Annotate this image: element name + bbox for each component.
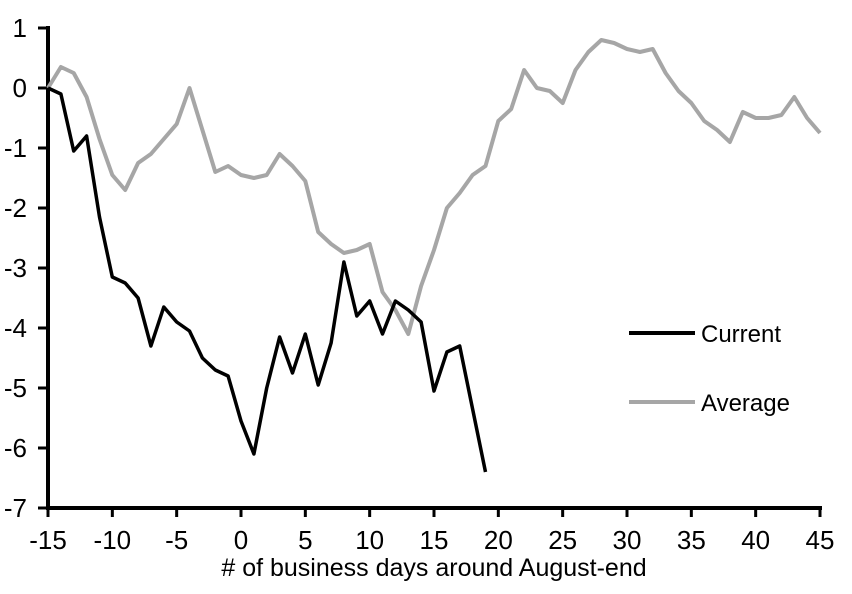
x-tick-label: 0	[234, 525, 248, 555]
y-tick-label: 1	[13, 13, 27, 43]
x-tick-label: -15	[29, 525, 67, 555]
x-tick-label: 25	[548, 525, 577, 555]
series-line-current	[47, 86, 488, 473]
x-tick-label: 20	[484, 525, 513, 555]
y-tick-label: -5	[4, 373, 27, 403]
y-tick-label: 0	[13, 73, 27, 103]
x-tick-label: 45	[806, 525, 835, 555]
x-tick-label: 15	[420, 525, 449, 555]
series-line-average	[46, 38, 822, 336]
x-tick-label: 10	[355, 525, 384, 555]
x-tick-label: -5	[165, 525, 188, 555]
y-tick-label: -7	[4, 493, 27, 523]
y-tick-label: -4	[4, 313, 27, 343]
series-lines	[46, 38, 822, 473]
x-tick-label: 5	[298, 525, 312, 555]
y-tick-label: -6	[4, 433, 27, 463]
x-tick-label: 35	[677, 525, 706, 555]
legend-label-current: Current	[701, 321, 781, 348]
legend-label-average: Average	[701, 390, 790, 417]
axes: 10-1-2-3-4-5-6-7-15 -10 -5 0 5 10 15 20 25 30 35 40…	[4, 13, 835, 555]
y-tick-label: -3	[4, 253, 27, 283]
legend: Current Average	[629, 321, 790, 417]
y-tick-label: -2	[4, 193, 27, 223]
x-tick-label: 40	[741, 525, 770, 555]
x-tick-label: 30	[613, 525, 642, 555]
x-axis-title: # of business days around August-end	[221, 554, 646, 582]
x-tick-label: -10	[94, 525, 132, 555]
y-tick-label: -1	[4, 133, 27, 163]
